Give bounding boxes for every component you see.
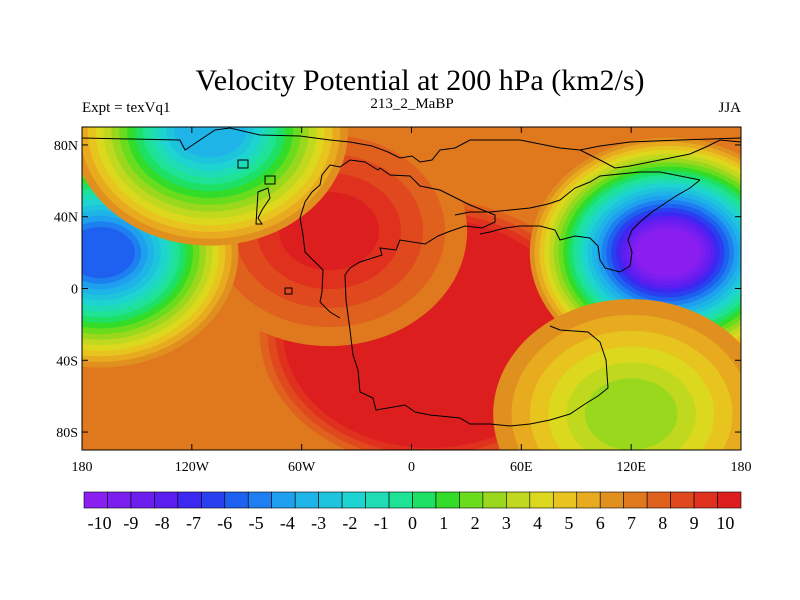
colorbar-swatch [459,491,484,509]
colorbar-swatch [646,491,671,509]
chart-title: Velocity Potential at 200 hPa (km2/s) [195,64,644,97]
coastline-north-polar [82,127,741,163]
x-tick-label: 60E [510,460,533,475]
colorbar-swatch [552,491,578,509]
colorbar-swatch [271,491,296,509]
colorbar-swatch [482,491,507,509]
colorbar-label: 0 [408,513,417,533]
y-tick-label: 0 [71,283,78,298]
colorbar-label: -10 [88,513,112,533]
colorbar-swatch [177,491,202,509]
colorbar-swatch [83,491,108,509]
y-tick-label: 80S [56,426,78,441]
colorbar-swatch [294,491,319,509]
colorbar-swatch [623,491,648,509]
colorbar-label: 9 [690,513,699,533]
colorbar-label: -7 [186,513,201,533]
coastline-baja [284,287,293,295]
contour-field [82,127,741,450]
colorbar-swatch [717,491,742,509]
colorbar-swatch [693,491,718,509]
colorbar-swatch [224,491,249,509]
colorbar-swatch [341,491,366,509]
coastline-hudson [264,175,276,185]
x-tick-label: 180 [72,460,93,475]
colorbar-label: -4 [280,513,295,533]
colorbar-swatch [412,491,437,509]
colorbar-swatch [201,491,226,509]
colorbar-swatch [318,491,343,509]
coastline-africa-south [414,325,609,427]
contour-band [174,127,246,158]
x-tick-label: 60W [288,460,316,475]
colorbar-swatch [154,491,179,509]
experiment-label: Expt = texVq1 [82,100,170,116]
y-tick-label: 80N [54,139,78,154]
contour-band [82,227,135,279]
colorbar-swatch [107,491,132,509]
coastline-americas [329,159,496,413]
colorbar-swatch [247,491,273,509]
map-axes: 180 120W 60W 0 60E 120E 180 80N 40N 0 40S 80S [54,127,752,475]
season-label: JJA [718,100,741,116]
colorbar-label: -9 [123,513,138,533]
colorbar-swatch [130,491,155,509]
colorbar-swatch [435,491,460,509]
x-tick-label: 180 [731,460,752,475]
y-tick-label: 40S [56,354,78,369]
colorbar-swatch [670,491,695,509]
colorbar-label: 2 [471,513,480,533]
colorbar: -10 -9 -8 -7 -6 -5 -4 -3 -2 -1 0 1 2 3 4 5 6 7 8 9 10 [83,491,742,533]
coastline-asia-east [579,139,741,169]
run-label: 213_2_MaBP [370,96,453,112]
colorbar-label: -1 [374,513,389,533]
coastline-eurasia-south [454,171,701,216]
coastline-alaska [255,187,271,225]
colorbar-swatch [529,491,554,509]
contour-band [584,378,678,450]
colorbar-label: -2 [342,513,357,533]
x-tick-label: 120E [616,460,646,475]
colorbar-label: 3 [502,513,511,533]
colorbar-label: 6 [596,513,605,533]
colorbar-label: 5 [564,513,573,533]
contour-band [635,228,701,277]
y-tick-label: 40N [54,211,78,226]
x-tick-label: 120W [175,460,210,475]
coastline-north-america-west [299,164,341,319]
colorbar-label: 4 [533,513,542,533]
x-tick-label: 0 [408,460,415,475]
colorbar-label: 7 [627,513,636,533]
colorbar-label: -6 [217,513,232,533]
colorbar-label: 8 [658,513,667,533]
colorbar-label: -5 [249,513,264,533]
colorbar-swatch [365,491,390,509]
coastline-greenland [237,159,249,169]
coastlines [82,127,741,427]
colorbar-swatch [388,491,413,509]
colorbar-swatch [576,491,601,509]
coastline-india-sea [479,179,701,273]
colorbar-label: -8 [155,513,170,533]
colorbar-swatch [599,491,624,509]
colorbar-label: 1 [439,513,448,533]
colorbar-label: -3 [311,513,326,533]
colorbar-swatch [506,491,531,509]
colorbar-label: 10 [716,513,734,533]
